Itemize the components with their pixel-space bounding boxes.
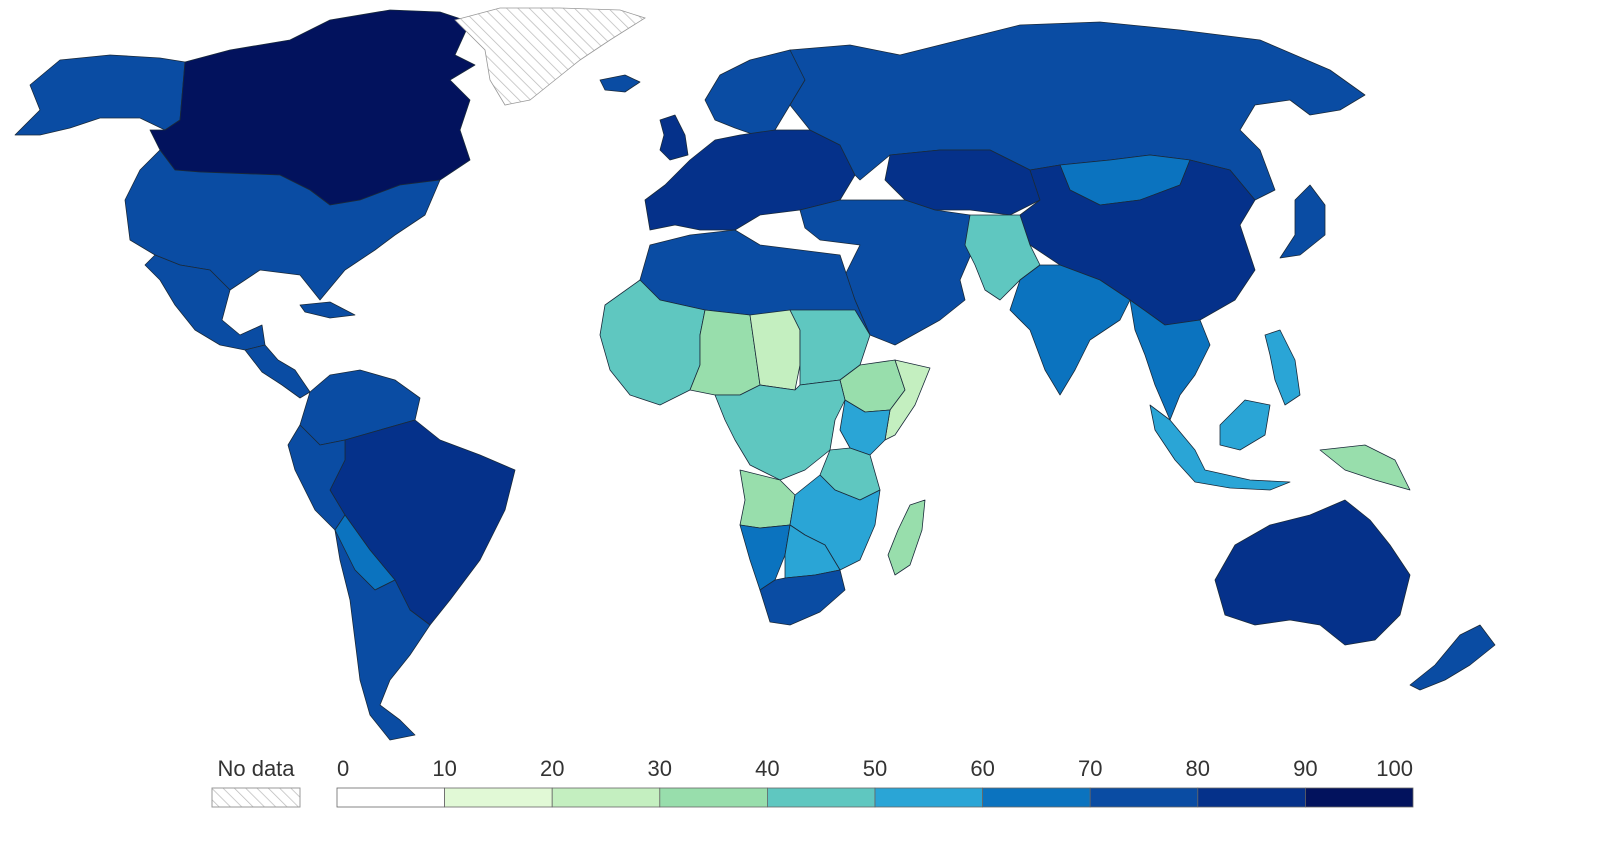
region-southeast-asia <box>1129 299 1211 421</box>
region-uk <box>659 114 689 161</box>
country-shapes <box>14 7 1496 741</box>
region-japan <box>1279 184 1326 259</box>
legend-ticks: 0 10 20 30 40 50 60 70 80 90 100 <box>337 756 1413 781</box>
legend-tick-label: 40 <box>755 756 779 781</box>
region-philippines <box>1264 329 1301 406</box>
no-data-swatch <box>211 787 301 808</box>
region-middle-east <box>799 199 976 346</box>
region-central-america <box>244 344 311 399</box>
region-angola <box>739 469 796 529</box>
legend-tick-label: 90 <box>1293 756 1317 781</box>
region-india <box>1009 264 1131 396</box>
region-greenland <box>454 7 646 106</box>
region-south-africa <box>759 569 846 626</box>
region-kenya <box>839 399 891 456</box>
legend-bin-50-60 <box>874 787 983 808</box>
legend-tick-label: 70 <box>1078 756 1102 781</box>
region-argentina-chile <box>334 529 431 741</box>
legend-bin-30-40 <box>659 787 768 808</box>
no-data-label: No data <box>217 756 295 781</box>
region-usa <box>124 149 441 301</box>
region-new-zealand <box>1409 624 1496 691</box>
region-somalia <box>884 359 931 441</box>
region-china <box>1019 159 1256 326</box>
legend-bin-40-50 <box>767 787 876 808</box>
legend-tick-label: 0 <box>337 756 349 781</box>
color-legend: No data 0 10 20 30 40 50 60 70 80 90 100 <box>211 756 1414 808</box>
region-papua-new-guinea <box>1319 444 1411 491</box>
region-australia <box>1214 499 1411 646</box>
region-central-africa <box>714 379 846 481</box>
legend-tick-label: 20 <box>540 756 564 781</box>
legend-bin-70-80 <box>1089 787 1199 808</box>
legend-tick-label: 80 <box>1186 756 1210 781</box>
legend-tick-label: 30 <box>648 756 672 781</box>
legend-tick-label: 60 <box>970 756 994 781</box>
legend-bin-20-30 <box>551 787 661 808</box>
region-namibia <box>739 524 791 591</box>
region-russia <box>789 21 1366 201</box>
legend-bins <box>336 787 1414 808</box>
region-madagascar <box>887 499 926 576</box>
region-alaska <box>14 54 186 136</box>
legend-tick-label: 100 <box>1376 756 1413 781</box>
region-borneo <box>1219 399 1271 451</box>
region-indonesia <box>1149 404 1291 491</box>
region-iceland <box>599 74 641 93</box>
legend-bin-80-90 <box>1197 787 1306 808</box>
legend-tick-label: 50 <box>863 756 887 781</box>
legend-bin-90-100 <box>1305 787 1414 808</box>
legend-bin-0-10 <box>336 787 445 808</box>
legend-bin-10-20 <box>444 787 553 808</box>
region-cuba <box>299 301 356 319</box>
legend-bin-60-70 <box>982 787 1091 808</box>
legend-tick-label: 10 <box>432 756 456 781</box>
